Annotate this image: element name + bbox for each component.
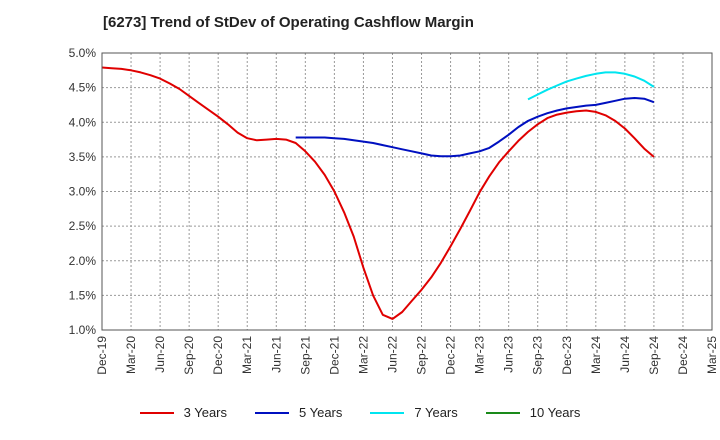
x-tick-label: Mar-20: [124, 336, 138, 374]
plot-frame: [101, 52, 713, 331]
legend: 3 Years 5 Years 7 Years 10 Years: [0, 405, 720, 420]
x-tick-label: Dec-22: [444, 336, 458, 375]
series-line-5-years: [295, 97, 655, 158]
legend-item: 10 Years: [485, 405, 581, 420]
x-tick-label: Mar-21: [240, 336, 254, 374]
legend-swatch: [485, 411, 520, 414]
legend-swatch: [255, 411, 289, 414]
x-tick-label: Mar-22: [356, 336, 370, 374]
y-tick-label: 3.0%: [69, 185, 97, 199]
x-tick-label: Jun-20: [153, 336, 167, 373]
legend-label: 7 Years: [414, 405, 458, 420]
legend-label: 10 Years: [529, 405, 581, 420]
x-tick-label: Sep-20: [182, 336, 196, 375]
x-tick-label: Sep-21: [298, 336, 312, 375]
x-tick-label: Mar-23: [473, 336, 487, 374]
y-tick-label: 4.0%: [69, 115, 97, 129]
x-tick-label: Dec-23: [560, 336, 574, 375]
y-tick-label: 4.5%: [69, 81, 97, 95]
y-axis-ticks: 1.0% 1.5% 2.0% 2.5% 3.0% 3.5% 4.0% 4.5% 5.0%: [69, 46, 97, 337]
x-tick-label: Mar-25: [705, 336, 719, 374]
x-tick-label: Jun-22: [385, 336, 399, 373]
legend-item: 3 Years: [139, 405, 227, 420]
y-tick-label: 2.0%: [69, 254, 97, 268]
x-tick-label: Dec-20: [211, 336, 225, 375]
legend-swatch: [139, 411, 174, 414]
grid-lines: [101, 52, 713, 331]
x-tick-label: Mar-24: [589, 336, 603, 374]
series-lines: [101, 66, 655, 320]
x-tick-label: Jun-23: [502, 336, 516, 373]
x-tick-label: Jun-21: [269, 336, 283, 373]
y-tick-label: 2.5%: [69, 219, 97, 233]
x-tick-label: Dec-24: [676, 336, 690, 375]
series-line-3-years: [101, 66, 655, 320]
x-axis-ticks: Dec-19 Mar-20 Jun-20 Sep-20 Dec-20 Mar-21 Jun-…: [95, 336, 719, 375]
x-tick-label: Sep-22: [415, 336, 429, 375]
x-tick-label: Sep-24: [647, 336, 661, 375]
y-tick-label: 3.5%: [69, 150, 97, 164]
chart-title: [6273] Trend of StDev of Operating Cashf…: [103, 14, 474, 31]
x-tick-label: Dec-21: [327, 336, 341, 375]
x-tick-label: Jun-24: [618, 336, 632, 373]
legend-swatch: [370, 411, 405, 414]
x-tick-label: Dec-19: [95, 336, 109, 375]
y-tick-label: 5.0%: [69, 46, 97, 60]
legend-item: 5 Years: [255, 405, 342, 420]
y-tick-label: 1.0%: [69, 323, 97, 337]
y-tick-label: 1.5%: [69, 288, 97, 302]
legend-label: 3 Years: [183, 405, 227, 420]
series-line-7-years: [527, 71, 655, 101]
legend-item: 7 Years: [370, 405, 458, 420]
x-tick-label: Sep-23: [531, 336, 545, 375]
legend-label: 5 Years: [299, 405, 343, 420]
